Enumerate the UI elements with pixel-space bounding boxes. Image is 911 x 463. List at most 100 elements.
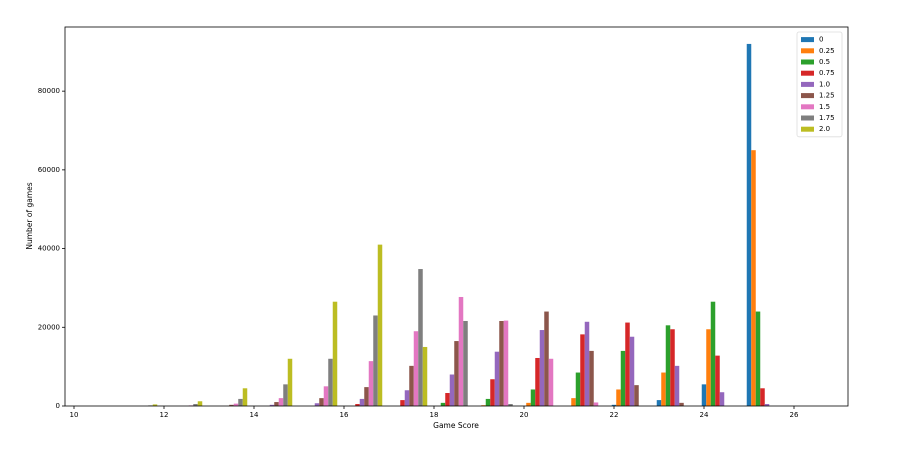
bar [332,301,338,406]
bar [526,402,531,406]
bar [413,331,419,406]
x-tick-label: 26 [790,411,799,419]
bar [508,404,513,406]
bar [319,398,324,406]
bar [679,402,684,406]
x-tick-label: 22 [610,411,619,419]
bar [665,325,671,406]
bar [589,350,594,406]
bar [404,390,410,406]
bar [593,402,599,406]
bar [719,392,725,406]
y-tick-label: 80000 [38,87,60,95]
bar [229,404,234,406]
bar [544,311,549,406]
legend-swatch [801,37,814,43]
bar [449,374,455,406]
y-axis-label: Number of games [25,182,34,249]
bar [706,329,711,406]
bar [274,402,279,406]
x-tick-label: 18 [430,411,439,419]
y-tick-label: 0 [56,402,60,410]
y-tick-label: 60000 [38,166,60,174]
bar [674,365,680,406]
legend-label: 0.25 [819,47,835,55]
bar [490,379,495,406]
legend-box [796,31,843,138]
bar [499,320,504,406]
bar [355,404,360,406]
legend-label: 1.25 [819,92,835,100]
x-tick-label: 16 [340,411,349,419]
bar [760,388,765,406]
bar [328,358,333,406]
bar [422,346,428,406]
bar [620,350,626,406]
bar [373,315,378,406]
bar [625,322,630,406]
legend-swatch [801,59,814,65]
bar [278,398,284,406]
legend-swatch [801,48,814,54]
bar [530,389,536,406]
x-tick-label: 24 [700,411,709,419]
x-tick-label: 12 [160,411,169,419]
legend-label: 2.0 [819,125,830,133]
x-tick-label: 20 [520,411,529,419]
legend-label: 0 [819,36,823,44]
legend-label: 1.75 [819,114,835,122]
bar [269,404,275,406]
bar [377,244,383,406]
bar [616,389,621,406]
bar [359,398,365,406]
bar [715,355,720,406]
bar [575,372,581,406]
bar [323,386,329,406]
legend-swatch [801,93,814,99]
bar [445,393,450,406]
y-tick-label: 40000 [38,245,60,253]
legend-swatch [801,70,814,76]
legend-label: 1.0 [819,80,830,88]
y-tick-label: 20000 [38,323,60,331]
bar [400,400,405,406]
plot-frame [64,26,849,407]
bar [463,320,468,406]
bar [233,403,239,406]
bar [661,372,666,406]
bar [746,43,752,406]
bar [584,321,590,406]
bar [548,358,554,406]
x-tick-label: 10 [70,411,79,419]
bar [710,301,716,406]
bar [670,329,675,406]
bar [755,311,761,406]
bar [152,404,158,406]
bar [314,403,320,406]
bar [503,320,509,406]
legend-label: 0.75 [819,69,835,77]
bar [454,341,459,406]
bar [364,387,369,406]
bar [571,398,576,406]
bar [242,388,248,406]
legend-swatch [801,115,814,121]
x-tick-label: 14 [250,411,259,419]
bar [193,404,198,406]
bar [197,401,203,406]
legend-swatch [801,81,814,87]
bar [418,269,423,406]
bar [238,398,243,406]
bar [494,351,500,406]
bar [485,398,491,406]
bar [629,336,635,406]
bar [283,384,288,406]
bar [458,296,464,406]
legend-swatch [801,126,814,132]
bar [634,385,639,406]
x-axis-label: Game Score [433,421,479,430]
bar [751,150,756,406]
bar [580,334,585,406]
